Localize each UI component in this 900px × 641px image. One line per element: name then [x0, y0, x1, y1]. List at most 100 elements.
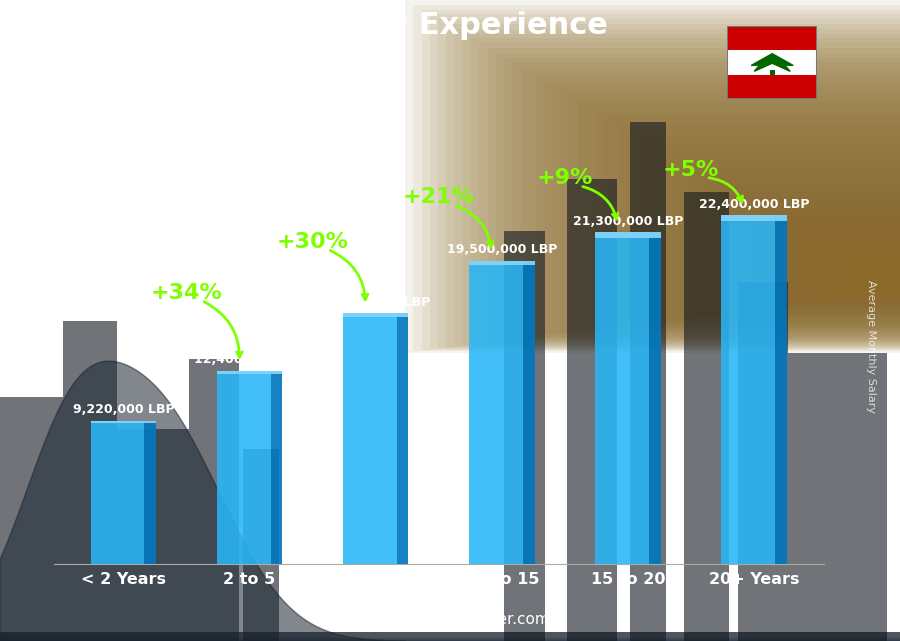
Bar: [0, 637, 900, 640]
Bar: [343, 313, 397, 564]
Bar: [0, 636, 900, 640]
Bar: [0, 633, 900, 638]
Text: 9,220,000 LBP: 9,220,000 LBP: [73, 403, 175, 416]
Bar: [0, 634, 900, 638]
Bar: [0, 633, 900, 638]
Bar: [0, 637, 900, 641]
Bar: [0, 397, 63, 641]
Text: 21,300,000 LBP: 21,300,000 LBP: [572, 215, 683, 228]
Bar: [271, 371, 283, 564]
Bar: [859, 264, 900, 294]
Bar: [0, 633, 900, 637]
Bar: [0, 636, 900, 640]
Bar: [0, 637, 900, 640]
Bar: [0, 633, 900, 637]
Text: +34%: +34%: [150, 283, 222, 303]
Bar: [735, 192, 900, 310]
Bar: [0, 633, 900, 637]
Bar: [91, 420, 157, 423]
Bar: [718, 183, 900, 312]
Polygon shape: [752, 54, 793, 71]
Bar: [0, 637, 900, 641]
Bar: [0, 635, 900, 640]
Bar: [619, 125, 900, 325]
Bar: [775, 215, 787, 564]
Bar: [488, 48, 900, 342]
Bar: [421, 10, 900, 351]
Bar: [0, 633, 900, 637]
Bar: [504, 231, 544, 641]
Bar: [0, 634, 900, 638]
Bar: [0, 634, 900, 638]
Bar: [0, 636, 900, 640]
Bar: [0, 635, 900, 640]
Bar: [554, 87, 900, 333]
Bar: [0, 636, 900, 640]
Text: +30%: +30%: [276, 231, 348, 251]
Bar: [0, 635, 900, 639]
Bar: [644, 140, 900, 322]
Bar: [611, 121, 900, 326]
Bar: [727, 26, 817, 51]
Bar: [0, 637, 900, 641]
Bar: [677, 159, 900, 317]
Bar: [0, 634, 900, 638]
Bar: [537, 77, 900, 335]
Bar: [0, 633, 900, 637]
Bar: [463, 33, 900, 345]
Bar: [0, 635, 900, 640]
Bar: [0, 633, 900, 637]
Bar: [0, 636, 900, 640]
Bar: [0, 636, 900, 640]
Bar: [0, 634, 900, 638]
Bar: [0, 636, 900, 640]
Bar: [801, 231, 900, 301]
Bar: [0, 633, 900, 637]
Bar: [826, 245, 900, 298]
Bar: [0, 634, 900, 638]
Bar: [0, 635, 900, 639]
Bar: [117, 429, 189, 641]
Bar: [0, 636, 900, 640]
Bar: [0, 635, 900, 639]
Bar: [0, 635, 900, 638]
Bar: [0, 635, 900, 640]
Bar: [0, 633, 900, 637]
Bar: [0, 636, 900, 640]
Bar: [0, 633, 900, 638]
Bar: [0, 636, 900, 640]
Bar: [397, 313, 409, 564]
Bar: [0, 634, 900, 638]
Bar: [0, 636, 900, 640]
Bar: [0, 635, 900, 638]
Bar: [446, 24, 900, 347]
Bar: [0, 635, 900, 640]
Bar: [0, 635, 900, 639]
Bar: [0, 633, 900, 637]
Bar: [0, 634, 900, 638]
Bar: [0, 634, 900, 638]
Bar: [743, 197, 900, 309]
Bar: [0, 637, 900, 640]
Bar: [0, 635, 900, 640]
Bar: [529, 72, 900, 337]
Bar: [63, 320, 117, 641]
Bar: [523, 260, 535, 564]
Bar: [0, 633, 900, 638]
Bar: [471, 38, 900, 344]
Bar: [0, 633, 900, 638]
Bar: [0, 636, 900, 640]
Bar: [189, 359, 239, 641]
Bar: [595, 110, 900, 328]
Text: Average Monthly Salary: Average Monthly Salary: [866, 279, 877, 413]
Bar: [0, 636, 900, 640]
Bar: [0, 637, 900, 640]
Bar: [770, 70, 775, 74]
Bar: [504, 58, 900, 340]
Bar: [545, 81, 900, 335]
Bar: [727, 51, 817, 74]
Bar: [567, 179, 616, 641]
Bar: [217, 371, 271, 564]
Bar: [0, 637, 900, 641]
Bar: [0, 635, 900, 640]
